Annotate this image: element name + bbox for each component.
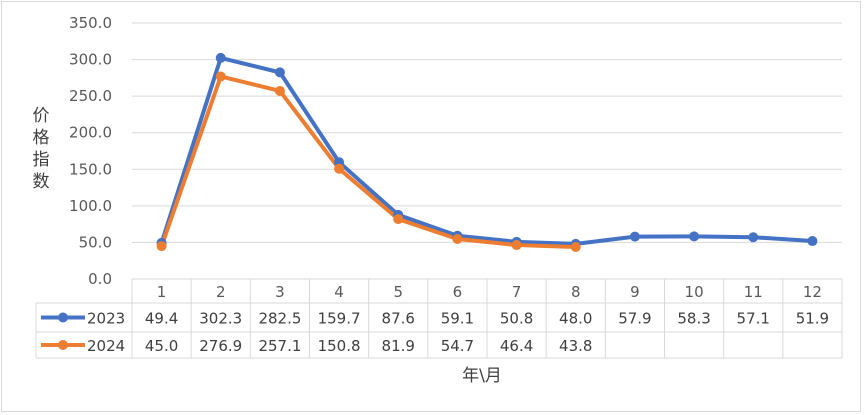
legend-key-marker	[58, 340, 68, 350]
data-point-2023	[215, 52, 226, 63]
x-axis-title: 年\月	[462, 366, 502, 386]
x-tick-label: 3	[275, 283, 285, 301]
x-tick-label: 4	[334, 283, 344, 301]
y-axis-ticks: 0.0 50.0 100.0 150.0 200.0 250.0 300.0 350.0	[69, 14, 112, 288]
legend-series-name: 2023	[87, 310, 125, 328]
y-tick-label: 50.0	[79, 233, 112, 251]
table-value-cell: 276.9	[199, 337, 242, 355]
x-tick-label: 6	[453, 283, 463, 301]
x-tick-label: 12	[803, 283, 822, 301]
y-tick-label: 300.0	[69, 51, 112, 69]
table-value-cell: 49.4	[145, 310, 178, 328]
table-value-cell: 282.5	[258, 310, 301, 328]
legend-key-marker	[58, 312, 68, 323]
y-tick-label: 150.0	[69, 160, 112, 178]
x-tick-label: 11	[744, 283, 763, 301]
table-value-cell: 59.1	[441, 310, 474, 328]
x-tick-label: 8	[571, 283, 581, 301]
x-tick-label: 1	[157, 283, 167, 301]
table-value-cell: 57.1	[737, 310, 770, 328]
data-point-2024	[334, 163, 345, 174]
x-tick-label: 5	[393, 283, 403, 301]
series-line-2024	[159, 74, 578, 249]
data-point-2023	[274, 67, 285, 78]
series-line-2023	[159, 55, 815, 246]
x-tick-label: 9	[630, 283, 640, 301]
y-tick-label: 250.0	[69, 87, 112, 105]
data-point-2024	[570, 241, 581, 252]
data-point-2023	[807, 236, 818, 247]
series-markers	[156, 52, 818, 252]
data-point-2023	[629, 231, 640, 242]
table-value-cell: 50.8	[500, 310, 533, 328]
data-point-2024	[215, 71, 226, 82]
table-value-cell: 58.3	[677, 310, 710, 328]
table-value-cell: 159.7	[318, 310, 361, 328]
table-value-cell: 81.9	[382, 337, 415, 355]
table-value-cell: 45.0	[145, 337, 178, 355]
data-point-2023	[689, 231, 700, 242]
data-point-2024	[274, 85, 285, 96]
x-tick-label: 10	[685, 283, 704, 301]
table-value-cell: 150.8	[318, 337, 361, 355]
table-value-cell: 302.3	[199, 310, 242, 328]
y-tick-label: 350.0	[69, 14, 112, 32]
table-value-cell: 51.9	[796, 310, 829, 328]
x-tick-label: 7	[512, 283, 522, 301]
y-tick-label: 100.0	[69, 197, 112, 215]
y-tick-label: 200.0	[69, 124, 112, 142]
y-tick-label: 0.0	[88, 270, 112, 288]
data-point-2024	[452, 233, 463, 244]
y-axis-title: 价格指数	[33, 106, 50, 192]
data-point-2024	[393, 214, 404, 225]
x-tick-label: 2	[216, 283, 226, 301]
table-value-cell: 43.8	[559, 337, 592, 355]
table-value-cell: 257.1	[258, 337, 301, 355]
table-value-cell: 54.7	[441, 337, 474, 355]
data-point-2024	[156, 241, 167, 252]
legend-series-name: 2024	[87, 337, 125, 355]
table-value-cell: 57.9	[618, 310, 651, 328]
series-lines	[159, 55, 815, 249]
table-value-cell: 48.0	[559, 310, 592, 328]
data-point-2023	[748, 232, 759, 243]
table-value-cell: 87.6	[382, 310, 415, 328]
data-point-2024	[511, 240, 522, 251]
table-value-cell: 46.4	[500, 337, 533, 355]
